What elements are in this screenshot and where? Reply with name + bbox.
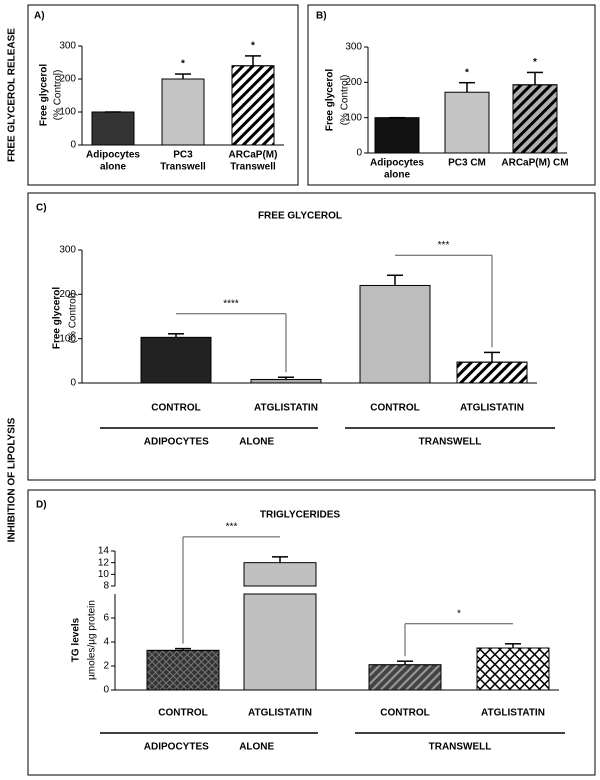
y-tick-label: 300	[345, 42, 362, 53]
y-axis-label: µmoles/µg protein	[87, 600, 98, 680]
x-tick-label: CONTROL	[380, 708, 429, 719]
section-label: INHIBITION OF LIPOLYSIS	[7, 417, 18, 542]
significance-label: *	[457, 608, 461, 619]
y-axis-label: (% Control)	[68, 293, 79, 344]
bar	[250, 378, 322, 384]
bar	[444, 91, 490, 154]
bar	[161, 78, 205, 146]
x-tick-label: ARCaP(M) CM	[501, 158, 568, 169]
y-tick-label: 12	[98, 557, 110, 568]
x-tick-label: PC3 CM	[448, 158, 486, 169]
significance-label: *	[181, 59, 185, 70]
y-axis-label: Free glycerol	[52, 287, 63, 349]
panel-label: D)	[36, 500, 47, 511]
y-tick-label: 100	[345, 112, 362, 123]
y-axis-label: (% Control)	[340, 75, 351, 126]
x-tick-label: CONTROL	[158, 708, 207, 719]
panel-frame	[27, 192, 596, 481]
x-tick-label: Transwell	[160, 162, 206, 173]
y-tick-label: 100	[59, 333, 76, 344]
y-tick-label: 14	[98, 546, 110, 557]
group-label: ADIPOCYTES ALONE	[144, 742, 275, 753]
group-label: ADIPOCYTES ALONE	[144, 437, 275, 448]
x-tick-label: ATGLISTATIN	[248, 708, 312, 719]
y-tick-label: 100	[59, 107, 76, 118]
y-tick-label: 200	[345, 77, 362, 88]
y-tick-label: 300	[59, 245, 76, 256]
panel-label: C)	[36, 203, 47, 214]
section-label: FREE GLYCEROL RELEASE	[7, 28, 18, 162]
x-tick-label: CONTROL	[370, 403, 419, 414]
x-tick-label: ATGLISTATIN	[460, 403, 524, 414]
x-tick-label: alone	[100, 162, 127, 173]
x-tick-label: ATGLISTATIN	[254, 403, 318, 414]
bar	[359, 284, 431, 384]
y-tick-label: 200	[59, 289, 76, 300]
panel-label: B)	[316, 11, 327, 22]
x-tick-label: ATGLISTATIN	[481, 708, 545, 719]
x-tick-label: Transwell	[230, 162, 276, 173]
chart-title: TRIGLYCERIDES	[260, 510, 341, 521]
significance-label: ****	[223, 298, 239, 309]
y-tick-label: 10	[98, 569, 110, 580]
y-axis-label: (% Control)	[53, 70, 64, 121]
y-tick-label: 2	[103, 661, 109, 672]
y-tick-label: 0	[356, 148, 362, 159]
y-tick-label: 300	[59, 41, 76, 52]
panel-frame	[27, 4, 299, 186]
x-tick-label: alone	[384, 170, 411, 181]
panel-frame	[307, 4, 596, 186]
bar-pattern	[456, 361, 528, 384]
bar	[140, 336, 212, 384]
y-tick-label: 0	[103, 685, 109, 696]
y-tick-label: 4	[103, 637, 109, 648]
group-label: TRANSWELL	[419, 437, 482, 448]
significance-label: *	[465, 67, 469, 78]
y-axis-label: Free glycerol	[39, 64, 50, 126]
y-tick-label: 200	[59, 74, 76, 85]
panel-label: A)	[34, 11, 45, 22]
x-tick-label: CONTROL	[151, 403, 200, 414]
bar-pattern	[368, 664, 442, 691]
bar-pattern	[476, 647, 550, 691]
significance-label: *	[533, 57, 537, 68]
bar	[243, 593, 317, 691]
y-tick-label: 6	[103, 613, 109, 624]
bar	[91, 111, 135, 146]
group-label: TRANSWELL	[429, 742, 492, 753]
y-tick-label: 0	[70, 378, 76, 389]
y-tick-label: 0	[70, 140, 76, 151]
bar-pattern	[146, 649, 220, 691]
panel-frame	[27, 489, 596, 776]
bar-pattern	[231, 65, 275, 146]
y-axis-label: Free glycerol	[325, 69, 336, 131]
significance-label: ***	[438, 240, 450, 251]
x-tick-label: PC3	[173, 150, 193, 161]
x-tick-label: ARCaP(M)	[229, 150, 278, 161]
significance-label: ***	[226, 521, 238, 532]
x-tick-label: Adipocytes	[370, 158, 424, 169]
chart-title: FREE GLYCEROL	[258, 211, 342, 222]
y-tick-label: 8	[103, 581, 109, 592]
x-tick-label: Adipocytes	[86, 150, 140, 161]
bar-pattern	[512, 84, 558, 154]
bar	[243, 562, 317, 587]
y-axis-label: TG levels	[71, 617, 82, 662]
significance-label: *	[251, 41, 255, 52]
bar	[374, 117, 420, 154]
